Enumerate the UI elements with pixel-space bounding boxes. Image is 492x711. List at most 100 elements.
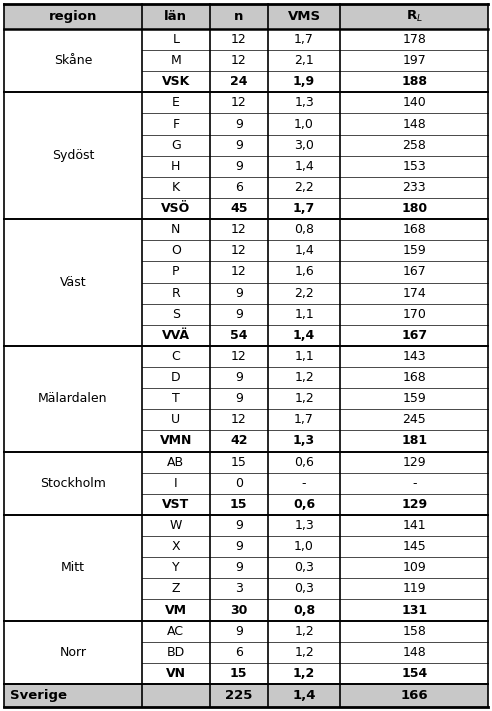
Text: U: U <box>171 413 181 427</box>
Bar <box>4 198 488 219</box>
Text: 0,8: 0,8 <box>294 223 314 236</box>
Text: L: L <box>172 33 179 46</box>
Text: Z: Z <box>172 582 180 595</box>
Bar <box>4 599 488 621</box>
Bar <box>4 156 488 177</box>
Text: VSK: VSK <box>162 75 190 88</box>
Text: M: M <box>170 54 181 67</box>
Text: 9: 9 <box>235 392 243 405</box>
Text: 9: 9 <box>235 308 243 321</box>
Bar <box>4 177 488 198</box>
Text: 9: 9 <box>235 160 243 173</box>
Text: 9: 9 <box>235 287 243 299</box>
Bar <box>4 410 488 430</box>
Text: VVÄ: VVÄ <box>162 328 190 342</box>
Text: R$_L$: R$_L$ <box>406 9 423 24</box>
Bar <box>4 134 488 156</box>
Text: 6: 6 <box>235 646 243 659</box>
Text: 45: 45 <box>230 202 247 215</box>
Text: S: S <box>172 308 180 321</box>
Text: Mälardalen: Mälardalen <box>38 392 108 405</box>
Text: Sverige: Sverige <box>10 689 67 702</box>
Bar <box>4 367 488 388</box>
Text: 15: 15 <box>231 456 246 469</box>
Text: W: W <box>170 519 182 532</box>
Text: 12: 12 <box>231 350 246 363</box>
Text: 30: 30 <box>230 604 247 616</box>
Text: 3: 3 <box>235 582 243 595</box>
Text: 9: 9 <box>235 540 243 553</box>
Text: 166: 166 <box>400 689 428 702</box>
Text: 168: 168 <box>402 223 426 236</box>
Text: 0,6: 0,6 <box>294 456 314 469</box>
Text: län: län <box>164 10 187 23</box>
Bar <box>4 430 488 451</box>
Text: VM: VM <box>165 604 187 616</box>
Bar <box>4 473 488 494</box>
Bar <box>4 621 488 642</box>
Text: VMN: VMN <box>159 434 192 447</box>
Text: 0,3: 0,3 <box>294 561 314 574</box>
Text: 148: 148 <box>402 646 426 659</box>
Text: 233: 233 <box>402 181 426 194</box>
Text: E: E <box>172 97 180 109</box>
Text: 1,9: 1,9 <box>293 75 315 88</box>
Text: 12: 12 <box>231 223 246 236</box>
Text: G: G <box>171 139 181 151</box>
Text: 148: 148 <box>402 117 426 131</box>
Text: F: F <box>172 117 180 131</box>
Text: 9: 9 <box>235 139 243 151</box>
Text: 178: 178 <box>402 33 426 46</box>
Bar <box>4 557 488 578</box>
Text: 1,7: 1,7 <box>294 33 314 46</box>
Text: 245: 245 <box>402 413 426 427</box>
Bar <box>4 50 488 71</box>
Text: 1,4: 1,4 <box>294 245 314 257</box>
Bar <box>4 304 488 325</box>
Text: 167: 167 <box>402 265 426 279</box>
Text: AC: AC <box>167 625 184 638</box>
Bar <box>4 92 488 114</box>
Text: 1,4: 1,4 <box>292 689 316 702</box>
Text: 12: 12 <box>231 97 246 109</box>
Text: 109: 109 <box>402 561 426 574</box>
Text: 2,1: 2,1 <box>294 54 314 67</box>
Text: 153: 153 <box>402 160 426 173</box>
Text: VN: VN <box>166 667 186 680</box>
Text: 9: 9 <box>235 561 243 574</box>
Text: Y: Y <box>172 561 180 574</box>
Text: 15: 15 <box>230 667 247 680</box>
Text: 170: 170 <box>402 308 426 321</box>
Text: 0,8: 0,8 <box>293 604 315 616</box>
Text: 174: 174 <box>402 287 426 299</box>
Text: 1,2: 1,2 <box>294 371 314 384</box>
Bar <box>4 451 488 473</box>
Text: 9: 9 <box>235 117 243 131</box>
Text: C: C <box>171 350 180 363</box>
Text: 141: 141 <box>402 519 426 532</box>
Text: 1,7: 1,7 <box>293 202 315 215</box>
Bar <box>4 114 488 134</box>
Text: 12: 12 <box>231 245 246 257</box>
Bar <box>4 240 488 262</box>
Text: n: n <box>234 10 244 23</box>
Text: X: X <box>172 540 180 553</box>
Text: 188: 188 <box>401 75 427 88</box>
Text: 181: 181 <box>401 434 427 447</box>
Text: 15: 15 <box>230 498 247 511</box>
Text: 154: 154 <box>401 667 428 680</box>
Text: 145: 145 <box>402 540 426 553</box>
Bar <box>4 578 488 599</box>
Text: 42: 42 <box>230 434 247 447</box>
Bar <box>4 642 488 663</box>
Text: Skåne: Skåne <box>54 54 92 67</box>
Bar <box>4 346 488 367</box>
Text: 258: 258 <box>402 139 426 151</box>
Text: 168: 168 <box>402 371 426 384</box>
Text: 1,4: 1,4 <box>293 328 315 342</box>
Text: R: R <box>171 287 180 299</box>
Text: 0: 0 <box>235 477 243 490</box>
Text: 180: 180 <box>401 202 427 215</box>
Text: I: I <box>174 477 178 490</box>
Text: 1,6: 1,6 <box>294 265 314 279</box>
